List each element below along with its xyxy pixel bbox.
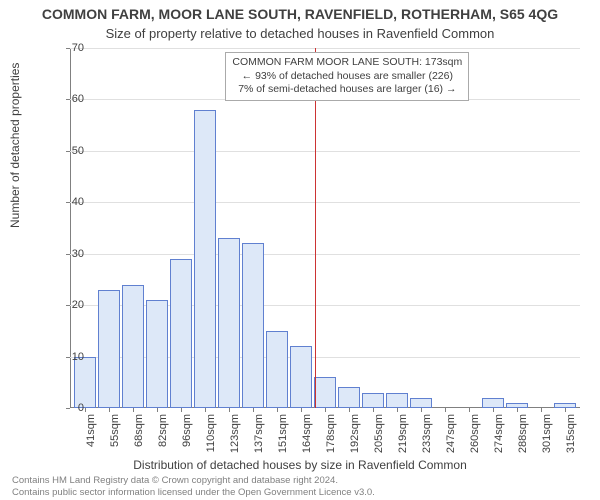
- xtick-mark: [157, 408, 158, 412]
- xtick-mark: [133, 408, 134, 412]
- xtick-label: 274sqm: [493, 414, 505, 464]
- xtick-label: 301sqm: [541, 414, 553, 464]
- histogram-bar: [218, 238, 240, 408]
- xtick-mark: [397, 408, 398, 412]
- histogram-bar: [122, 285, 144, 408]
- xtick-mark: [205, 408, 206, 412]
- xtick-mark: [109, 408, 110, 412]
- histogram-bar: [410, 398, 432, 408]
- annotation-line1: COMMON FARM MOOR LANE SOUTH: 173sqm: [232, 56, 462, 70]
- reference-line: [315, 48, 316, 408]
- gridline: [70, 151, 580, 152]
- xtick-mark: [325, 408, 326, 412]
- xtick-label: 315sqm: [565, 414, 577, 464]
- histogram-bar: [290, 346, 312, 408]
- xtick-mark: [565, 408, 566, 412]
- page-title: COMMON FARM, MOOR LANE SOUTH, RAVENFIELD…: [0, 6, 600, 22]
- ytick-label: 20: [54, 299, 84, 311]
- chart-area: COMMON FARM MOOR LANE SOUTH: 173sqm ← 93…: [70, 48, 580, 408]
- footer-attribution: Contains HM Land Registry data © Crown c…: [12, 475, 375, 498]
- xtick-label: 219sqm: [397, 414, 409, 464]
- gridline: [70, 254, 580, 255]
- ytick-label: 30: [54, 248, 84, 260]
- ytick-label: 10: [54, 351, 84, 363]
- histogram-bar: [74, 357, 96, 408]
- xtick-mark: [517, 408, 518, 412]
- xtick-label: 82sqm: [157, 414, 169, 464]
- footer-line2: Contains public sector information licen…: [12, 487, 375, 498]
- histogram-plot: [70, 48, 580, 408]
- xtick-label: 151sqm: [277, 414, 289, 464]
- gridline: [70, 202, 580, 203]
- ytick-label: 0: [54, 402, 84, 414]
- xtick-mark: [229, 408, 230, 412]
- histogram-bar: [98, 290, 120, 408]
- ytick-label: 50: [54, 145, 84, 157]
- annotation-line2: ← 93% of detached houses are smaller (22…: [232, 70, 462, 84]
- xtick-mark: [277, 408, 278, 412]
- histogram-bar: [170, 259, 192, 408]
- xtick-label: 68sqm: [133, 414, 145, 464]
- xtick-label: 247sqm: [445, 414, 457, 464]
- y-axis-label: Number of detached properties: [8, 63, 22, 228]
- gridline: [70, 48, 580, 49]
- xtick-mark: [469, 408, 470, 412]
- xtick-mark: [181, 408, 182, 412]
- histogram-bar: [266, 331, 288, 408]
- xtick-label: 205sqm: [373, 414, 385, 464]
- xtick-mark: [445, 408, 446, 412]
- xtick-label: 110sqm: [205, 414, 217, 464]
- xtick-label: 41sqm: [85, 414, 97, 464]
- xtick-label: 164sqm: [301, 414, 313, 464]
- xtick-label: 123sqm: [229, 414, 241, 464]
- xtick-label: 233sqm: [421, 414, 433, 464]
- histogram-bar: [362, 393, 384, 408]
- ytick-label: 60: [54, 93, 84, 105]
- histogram-bar: [314, 377, 336, 408]
- xtick-mark: [541, 408, 542, 412]
- xtick-label: 178sqm: [325, 414, 337, 464]
- ytick-label: 70: [54, 42, 84, 54]
- xtick-label: 55sqm: [109, 414, 121, 464]
- page-subtitle: Size of property relative to detached ho…: [0, 26, 600, 41]
- xtick-label: 192sqm: [349, 414, 361, 464]
- histogram-bar: [482, 398, 504, 408]
- xtick-mark: [373, 408, 374, 412]
- xtick-mark: [85, 408, 86, 412]
- xtick-mark: [349, 408, 350, 412]
- histogram-bar: [194, 110, 216, 408]
- xtick-mark: [493, 408, 494, 412]
- xtick-mark: [421, 408, 422, 412]
- annotation-line3: 7% of semi-detached houses are larger (1…: [232, 83, 462, 97]
- xtick-mark: [301, 408, 302, 412]
- footer-line1: Contains HM Land Registry data © Crown c…: [12, 475, 375, 486]
- xtick-label: 260sqm: [469, 414, 481, 464]
- xtick-label: 96sqm: [181, 414, 193, 464]
- histogram-bar: [338, 387, 360, 408]
- annotation-box: COMMON FARM MOOR LANE SOUTH: 173sqm ← 93…: [225, 52, 469, 101]
- histogram-bar: [146, 300, 168, 408]
- xtick-label: 288sqm: [517, 414, 529, 464]
- xtick-label: 137sqm: [253, 414, 265, 464]
- histogram-bar: [242, 243, 264, 408]
- histogram-bar: [386, 393, 408, 408]
- ytick-label: 40: [54, 196, 84, 208]
- xtick-mark: [253, 408, 254, 412]
